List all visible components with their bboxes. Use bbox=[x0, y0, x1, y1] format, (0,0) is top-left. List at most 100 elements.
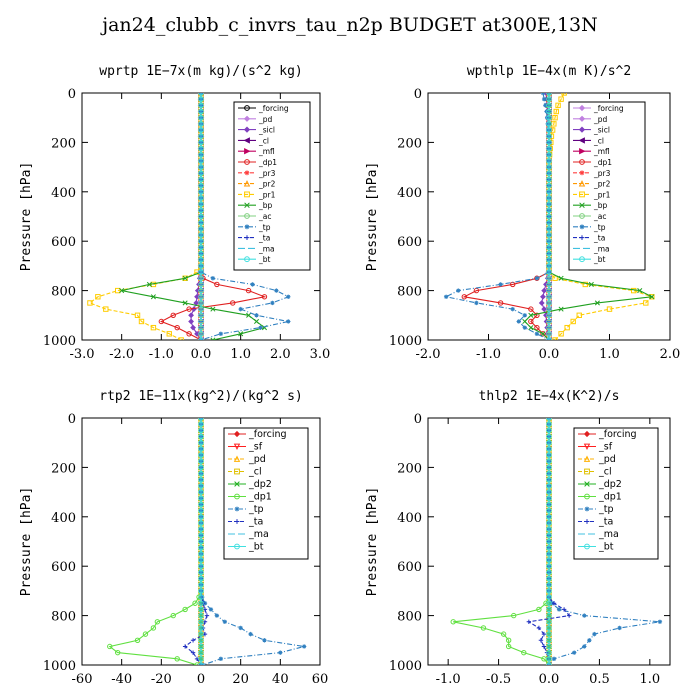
data-point bbox=[95, 294, 101, 300]
legend-marker bbox=[233, 443, 241, 451]
data-point bbox=[558, 275, 564, 281]
data-point bbox=[546, 470, 552, 477]
legend-entry: _pr3 bbox=[593, 169, 611, 178]
legend: _forcing _sf_pd _cl_dp2 _dp1_tp _ta_ma _bt bbox=[223, 427, 309, 560]
legend: _forcing _sf_pd _cl_dp2 _dp1_tp _ta_ma _bt bbox=[573, 427, 659, 560]
legend-entry: _forcing bbox=[248, 429, 287, 440]
data-point bbox=[238, 625, 243, 631]
legend-entry: _pr2 bbox=[593, 180, 611, 189]
data-point bbox=[521, 649, 527, 656]
series_bt bbox=[546, 93, 552, 340]
data-point bbox=[218, 331, 224, 337]
data-point bbox=[188, 318, 194, 325]
data-point bbox=[198, 507, 204, 514]
data-point bbox=[546, 201, 552, 207]
legend-marker bbox=[584, 493, 590, 500]
data-point bbox=[546, 93, 552, 96]
data-point bbox=[546, 440, 552, 446]
data-point bbox=[198, 226, 204, 232]
data-point bbox=[198, 594, 204, 600]
y-tick-label: 400 bbox=[397, 511, 422, 526]
legend-entry: _cl bbox=[248, 467, 262, 478]
data-point bbox=[134, 312, 141, 319]
data-point bbox=[546, 588, 552, 594]
data-point bbox=[510, 306, 515, 312]
data-point bbox=[198, 275, 204, 281]
series_dp1 bbox=[107, 418, 204, 665]
data-point bbox=[250, 282, 255, 287]
data-point bbox=[541, 287, 548, 294]
data-point bbox=[166, 331, 172, 337]
data-point bbox=[198, 263, 204, 269]
x-tick-label: -1.0 bbox=[149, 347, 174, 362]
data-point bbox=[198, 544, 204, 551]
panel-wpthlp: wpthlp 1E−4x(m K)/s^2 Pressure [hPa] -2.0 -… bbox=[365, 64, 680, 362]
data-point bbox=[198, 625, 204, 631]
x-tick-label: -3.0 bbox=[69, 347, 94, 362]
data-point bbox=[546, 108, 552, 115]
data-point bbox=[551, 656, 557, 662]
legend-marker bbox=[584, 468, 590, 475]
legend-marker bbox=[244, 105, 250, 111]
data-point bbox=[546, 96, 552, 102]
y-tick-label: 800 bbox=[51, 610, 76, 625]
legend-entry: _ta bbox=[248, 517, 263, 528]
data-point bbox=[198, 152, 204, 158]
data-point bbox=[534, 276, 540, 281]
data-point bbox=[198, 575, 204, 582]
data-point bbox=[198, 569, 204, 576]
data-point bbox=[546, 544, 552, 551]
series_tp bbox=[443, 93, 552, 340]
data-point bbox=[546, 337, 552, 340]
legend-entry: _pd bbox=[593, 115, 608, 124]
data-point bbox=[198, 452, 204, 458]
data-point bbox=[522, 318, 528, 325]
data-point bbox=[480, 625, 487, 631]
legend-marker bbox=[578, 115, 586, 122]
legend-marker bbox=[579, 235, 585, 240]
data-point bbox=[443, 294, 449, 299]
legend-entry: _ta bbox=[598, 517, 613, 528]
data-point bbox=[198, 281, 204, 288]
data-point bbox=[186, 331, 192, 337]
data-point bbox=[546, 600, 552, 606]
data-point bbox=[546, 421, 552, 427]
x-tick-label: 40 bbox=[272, 672, 289, 687]
legend-marker bbox=[579, 202, 585, 208]
data-point bbox=[198, 421, 204, 427]
data-point bbox=[546, 189, 552, 195]
data-point bbox=[198, 464, 204, 471]
legend-entry: _ac bbox=[258, 212, 271, 221]
data-point bbox=[198, 557, 204, 563]
data-point bbox=[546, 263, 552, 269]
data-point bbox=[192, 600, 198, 606]
y-tick-label: 800 bbox=[397, 610, 422, 625]
data-point bbox=[546, 238, 552, 244]
legend-entry: _pr3 bbox=[258, 169, 276, 178]
legend-entry: _ma bbox=[248, 529, 269, 540]
data-point bbox=[214, 281, 220, 288]
data-point bbox=[222, 619, 227, 624]
data-point bbox=[528, 325, 534, 331]
data-point bbox=[119, 288, 125, 294]
data-point bbox=[546, 582, 552, 588]
data-point bbox=[198, 312, 204, 318]
data-point bbox=[546, 219, 552, 226]
data-point bbox=[546, 331, 552, 337]
legend-entry: _forcing bbox=[593, 104, 624, 113]
data-point bbox=[649, 294, 655, 300]
y-tick-label: 1000 bbox=[43, 334, 76, 349]
legend-entry: _bt bbox=[598, 542, 614, 553]
data-point bbox=[208, 607, 214, 612]
data-point bbox=[450, 619, 456, 625]
legend-entry: _cl bbox=[593, 136, 604, 145]
data-point bbox=[456, 288, 461, 293]
plot-area bbox=[443, 93, 655, 340]
data-point bbox=[182, 606, 188, 613]
data-point bbox=[546, 538, 552, 545]
data-point bbox=[270, 300, 275, 306]
legend-marker bbox=[244, 256, 250, 263]
data-point bbox=[198, 219, 204, 226]
data-point bbox=[538, 638, 544, 643]
data-point bbox=[546, 176, 552, 183]
